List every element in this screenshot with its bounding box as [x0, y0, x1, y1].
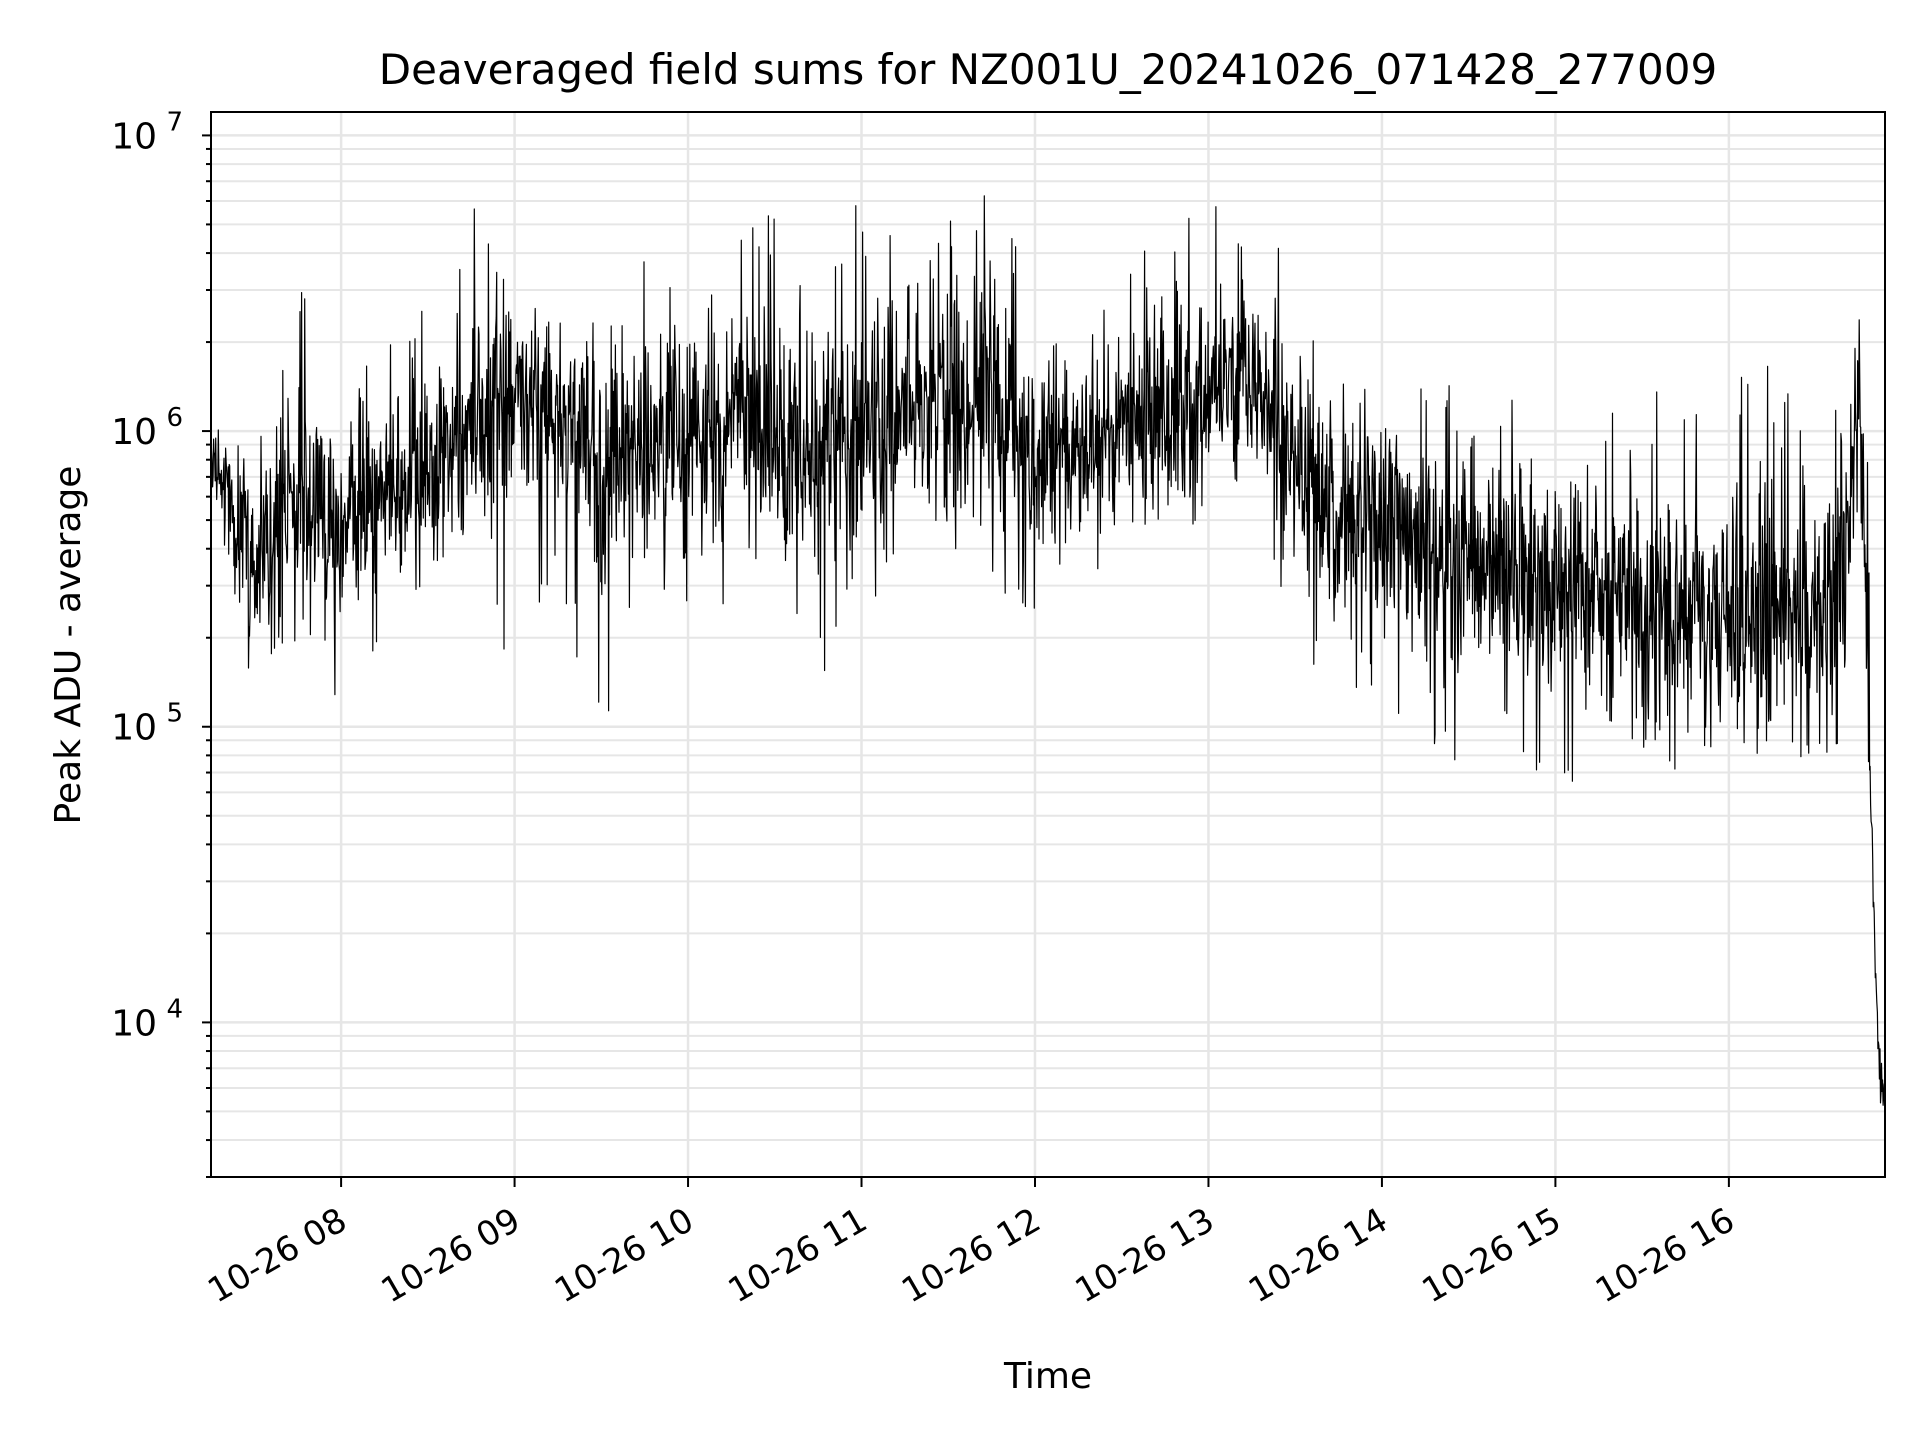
- series-line: [210, 195, 1886, 1106]
- x-axis-label: Time: [1003, 1356, 1092, 1397]
- series-layer: [210, 195, 1886, 1106]
- y-tick-label: 10: [111, 116, 157, 157]
- axis-ticks: [202, 134, 1730, 1187]
- y-tick-label: 10: [111, 1003, 157, 1044]
- y-tick-label: 10: [111, 412, 157, 453]
- y-tick-label-exponent: 5: [166, 699, 183, 729]
- y-tick-label-exponent: 6: [166, 403, 183, 433]
- plot-frame: [210, 111, 1886, 1178]
- y-axis-label: Peak ADU - average: [48, 466, 89, 825]
- y-tick-label-exponent: 4: [166, 994, 183, 1024]
- chart-title: Deaveraged field sums for NZ001U_2024102…: [379, 45, 1717, 94]
- y-tick-label-exponent: 7: [166, 107, 183, 137]
- y-tick-label: 10: [111, 708, 157, 749]
